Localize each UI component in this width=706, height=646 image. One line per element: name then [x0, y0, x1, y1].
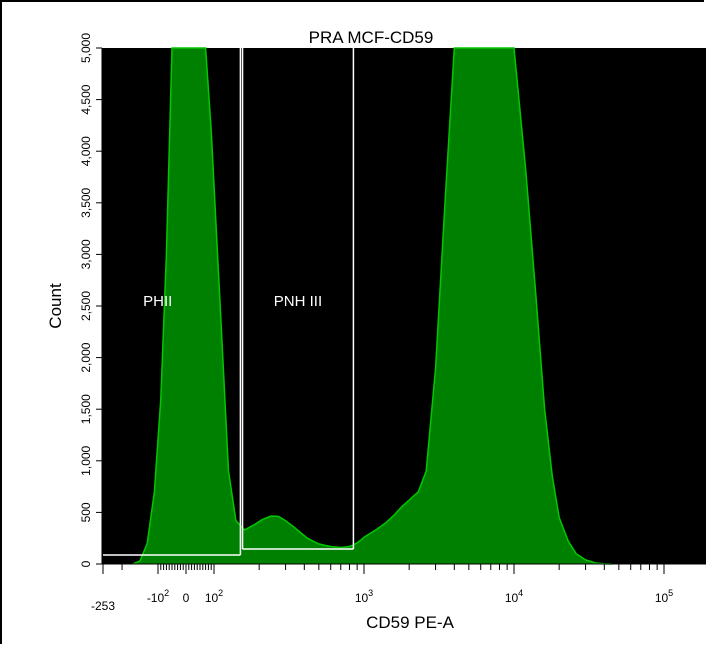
y-tick-label: 4,500: [79, 84, 93, 114]
y-tick-label: 3,500: [79, 187, 93, 217]
x-tick-label: -253: [91, 599, 115, 613]
histogram-area-0: [132, 48, 613, 564]
y-tick-label: 2,500: [79, 291, 93, 321]
y-tick-label: 3,000: [79, 239, 93, 269]
y-tick-label: 4,000: [79, 136, 93, 166]
gate-pnh-iii: PNH III: [241, 48, 355, 550]
y-tick-label: 5,000: [79, 33, 93, 63]
y-axis-label: Count: [46, 283, 65, 329]
x-tick-label: 0: [183, 591, 190, 605]
gate-layer: PHII PNH III: [103, 48, 355, 556]
x-tick-label: 104: [505, 588, 523, 605]
y-tick-label: 1,500: [79, 394, 93, 424]
histogram-outline-0: [132, 47, 613, 565]
y-tick-label: 2,000: [79, 342, 93, 372]
x-axis-ticks: -253 -102 0 102 103 104 105: [91, 564, 673, 613]
histogram-layer: [132, 47, 613, 565]
gate-label: PNH III: [274, 293, 322, 310]
x-tick-label: 102: [205, 588, 223, 605]
x-axis-label: CD59 PE-A: [366, 613, 455, 632]
y-tick-label: 1,000: [79, 445, 93, 475]
x-tick-label: 105: [655, 588, 673, 605]
x-tick-label: 103: [355, 588, 373, 605]
y-tick-label: 0: [79, 560, 93, 567]
chart-title: PRA MCF-CD59: [309, 28, 434, 47]
gate-label: PHII: [143, 293, 172, 310]
y-axis-ticks: 0 500 1,000 1,500 2,000 2,500 3,000 3,500 4,000 4…: [79, 33, 102, 567]
y-tick-label: 500: [79, 502, 93, 522]
gate-phii: PHII: [103, 48, 242, 556]
x-tick-label: -102: [147, 588, 169, 605]
